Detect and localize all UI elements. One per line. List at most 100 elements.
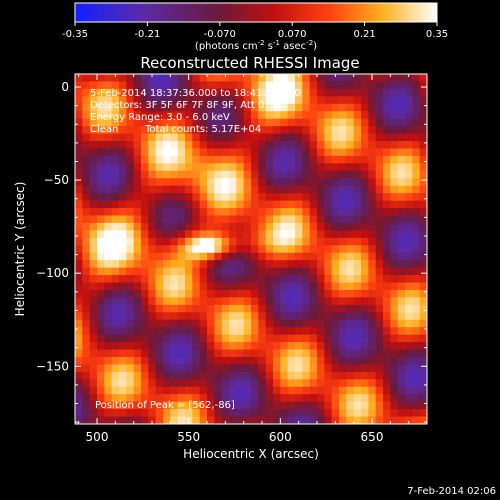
heatmap-cell bbox=[221, 178, 230, 187]
heatmap-cell bbox=[331, 133, 340, 142]
heatmap-cell bbox=[170, 386, 179, 395]
colorbar-tick-label: 0.35 bbox=[426, 29, 448, 40]
heatmap-cell bbox=[339, 141, 347, 150]
heatmap-cell bbox=[339, 245, 347, 254]
heatmap-cell bbox=[251, 155, 259, 164]
heatmap-cell bbox=[287, 155, 296, 164]
heatmap-cell bbox=[265, 208, 274, 217]
heatmap-cell bbox=[383, 81, 391, 90]
heatmap-cell bbox=[280, 260, 289, 269]
heatmap-cell bbox=[280, 141, 289, 150]
heatmap-cell bbox=[353, 401, 362, 410]
heatmap-cell bbox=[148, 327, 157, 336]
heatmap-cell bbox=[419, 215, 427, 224]
heatmap-cell bbox=[148, 304, 157, 313]
heatmap-cell bbox=[265, 96, 274, 105]
heatmap-cell bbox=[119, 297, 127, 306]
heatmap-cell bbox=[243, 371, 252, 380]
heatmap-cell bbox=[243, 245, 252, 254]
heatmap-cell bbox=[207, 170, 215, 179]
heatmap-cell bbox=[221, 289, 230, 299]
heatmap-cell bbox=[302, 319, 311, 328]
heatmap-cell bbox=[251, 163, 259, 172]
heatmap-cell bbox=[251, 252, 259, 261]
heatmap-cell bbox=[339, 282, 347, 291]
heatmap-cell bbox=[163, 289, 171, 299]
heatmap-cell bbox=[346, 409, 355, 418]
heatmap-cell bbox=[397, 237, 406, 246]
heatmap-cell bbox=[163, 208, 171, 217]
heatmap-cell bbox=[243, 319, 252, 328]
heatmap-cell bbox=[390, 349, 399, 358]
heatmap-cell bbox=[89, 222, 98, 231]
colorbar-tick-label: -0.35 bbox=[62, 29, 88, 40]
heatmap-cell bbox=[126, 409, 135, 418]
heatmap-cell bbox=[251, 327, 259, 336]
heatmap-cell bbox=[383, 349, 391, 358]
heatmap-cell bbox=[207, 245, 215, 254]
heatmap-cell bbox=[265, 289, 274, 299]
heatmap-cell bbox=[163, 245, 171, 254]
heatmap-cell bbox=[111, 267, 120, 276]
heatmap-cell bbox=[177, 88, 186, 97]
heatmap-cell bbox=[375, 222, 384, 231]
heatmap-cell bbox=[111, 118, 120, 127]
heatmap-cell bbox=[353, 409, 362, 418]
heatmap-cell bbox=[111, 386, 120, 395]
heatmap-cell bbox=[339, 185, 347, 194]
heatmap-cell bbox=[236, 88, 245, 97]
heatmap-cell bbox=[258, 237, 267, 246]
heatmap-cell bbox=[229, 163, 237, 172]
heatmap-cell bbox=[155, 416, 164, 424]
heatmap-cell bbox=[397, 312, 406, 321]
heatmap-cell bbox=[221, 386, 230, 395]
heatmap-cell bbox=[309, 304, 318, 313]
heatmap-cell bbox=[148, 349, 157, 358]
heatmap-cell bbox=[397, 126, 406, 135]
heatmap-cell bbox=[295, 319, 303, 328]
heatmap-cell bbox=[185, 282, 193, 291]
heatmap-cell bbox=[353, 222, 362, 231]
heatmap-cell bbox=[346, 386, 355, 395]
heatmap-cell bbox=[280, 356, 289, 366]
heatmap-cell bbox=[236, 289, 245, 299]
heatmap-cell bbox=[280, 118, 289, 127]
heatmap-cell bbox=[243, 185, 252, 194]
heatmap-cell bbox=[273, 327, 281, 336]
heatmap-cell bbox=[419, 416, 427, 424]
heatmap-cell bbox=[251, 260, 259, 269]
heatmap-cell bbox=[185, 409, 193, 418]
heatmap-cell bbox=[177, 356, 186, 366]
heatmap-cell bbox=[375, 111, 384, 120]
heatmap-cell bbox=[287, 163, 296, 172]
heatmap-cell bbox=[82, 118, 91, 127]
heatmap-cell bbox=[214, 237, 223, 246]
heatmap-cell bbox=[324, 267, 333, 276]
heatmap-cell bbox=[126, 334, 135, 343]
heatmap-cell bbox=[287, 342, 296, 351]
heatmap-cell bbox=[192, 88, 201, 97]
heatmap-cell bbox=[251, 394, 259, 403]
heatmap-cell bbox=[309, 349, 318, 358]
heatmap-cell bbox=[177, 386, 186, 395]
heatmap-cell bbox=[119, 170, 127, 179]
heatmap-cell bbox=[141, 416, 149, 424]
heatmap-cell bbox=[258, 364, 267, 373]
heatmap-cell bbox=[317, 126, 325, 135]
heatmap-cell bbox=[375, 379, 384, 388]
heatmap-cell bbox=[412, 364, 421, 373]
heatmap-cell bbox=[383, 222, 391, 231]
heatmap-cell bbox=[199, 163, 208, 172]
heatmap-cell bbox=[170, 319, 179, 328]
heatmap-cell bbox=[163, 334, 171, 343]
heatmap-cell bbox=[141, 409, 149, 418]
heatmap-cell bbox=[170, 342, 179, 351]
heatmap-cell bbox=[258, 282, 267, 291]
heatmap-cell bbox=[353, 178, 362, 187]
heatmap-cell bbox=[89, 260, 98, 269]
heatmap-cell bbox=[317, 245, 325, 254]
heatmap-cell bbox=[75, 237, 83, 246]
heatmap-cell bbox=[295, 81, 303, 90]
heatmap-cell bbox=[302, 304, 311, 313]
heatmap-cell bbox=[361, 371, 369, 380]
